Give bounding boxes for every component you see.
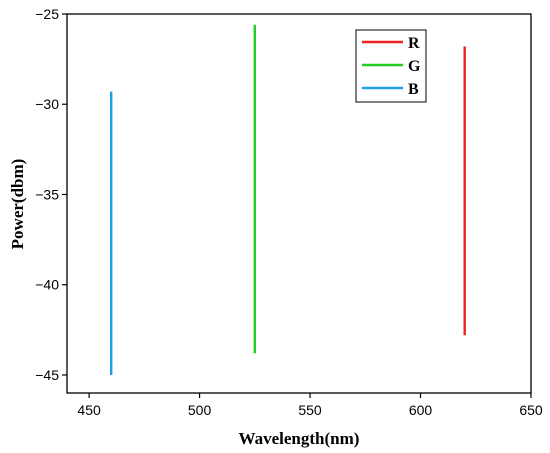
y-tick-label: −30 [35,96,59,112]
y-axis-title: Power(dbm) [8,159,27,250]
x-axis-title: Wavelength(nm) [239,429,360,448]
x-axis: 450 500 550 600 650 [77,393,543,418]
plot-frame [66,13,532,394]
x-tick-label: 650 [519,402,543,418]
y-axis: −25 −30 −35 −40 −45 [35,6,67,383]
y-tick-label: −25 [35,6,59,22]
legend: RGB [355,29,427,103]
legend-label-b: B [408,81,419,98]
y-tick-label: −35 [35,186,59,202]
x-tick-label: 500 [188,402,212,418]
y-tick-label: −40 [35,277,59,293]
x-tick-label: 450 [77,402,101,418]
x-tick-label: 600 [409,402,433,418]
legend-label-r: R [408,35,420,52]
legend-label-g: G [408,58,421,75]
y-tick-label: −45 [35,367,59,383]
plot-series [109,24,466,375]
x-tick-label: 550 [298,402,322,418]
